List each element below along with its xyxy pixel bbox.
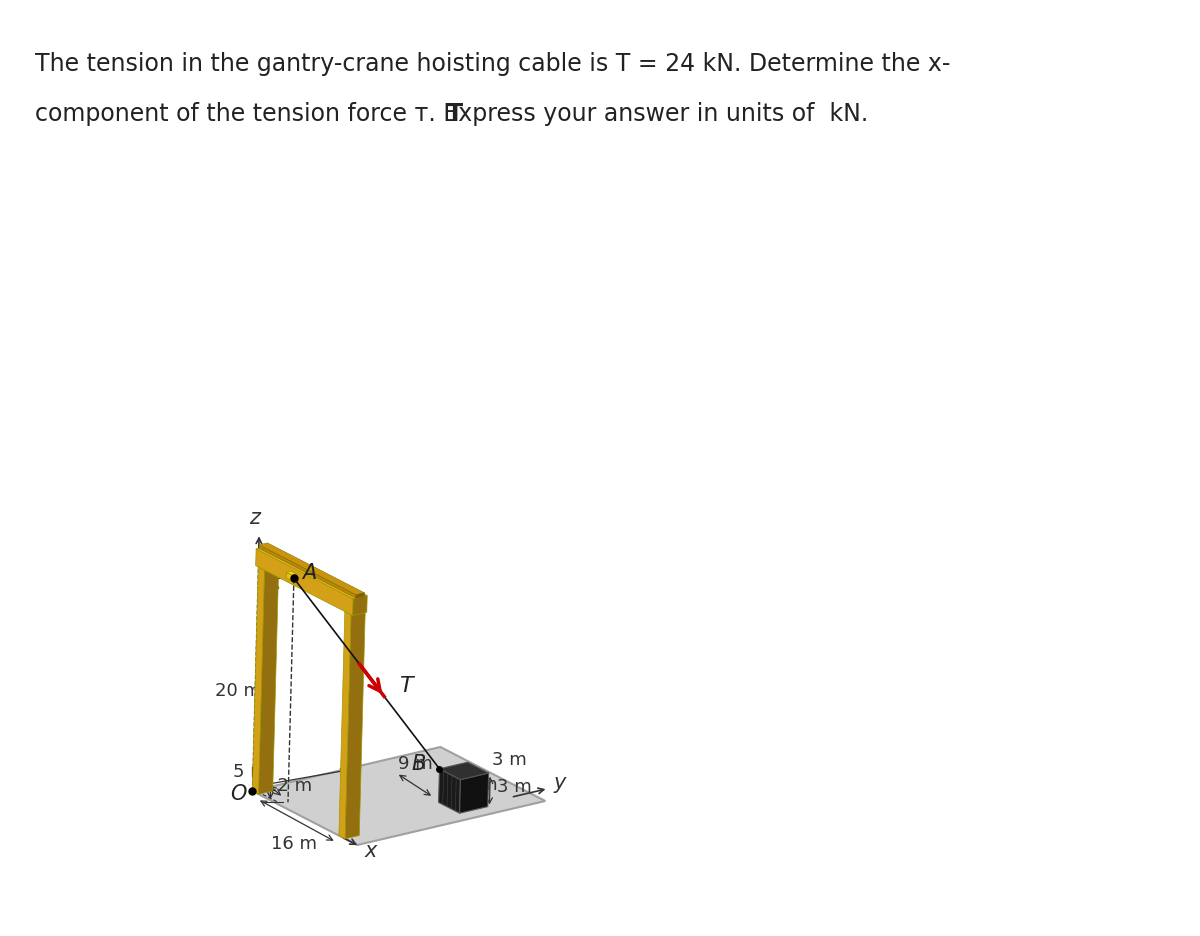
- Polygon shape: [460, 773, 488, 813]
- Polygon shape: [344, 608, 365, 615]
- Text: component of the tension force ᴛ. Express your answer in units of  kN.: component of the tension force ᴛ. Expres…: [35, 102, 868, 125]
- Polygon shape: [252, 747, 545, 845]
- Text: B: B: [412, 753, 426, 773]
- Polygon shape: [353, 596, 367, 616]
- Text: 16 m: 16 m: [271, 834, 317, 852]
- Text: 8 m: 8 m: [463, 775, 498, 793]
- Polygon shape: [438, 769, 461, 813]
- Text: A: A: [302, 563, 316, 583]
- Text: 9 m: 9 m: [397, 754, 432, 772]
- Polygon shape: [287, 572, 296, 576]
- Text: 12 m: 12 m: [266, 776, 312, 794]
- Text: 5 m: 5 m: [233, 762, 268, 780]
- Polygon shape: [292, 575, 296, 581]
- Polygon shape: [256, 549, 353, 616]
- Polygon shape: [258, 564, 278, 571]
- Text: T: T: [448, 102, 463, 125]
- Text: The tension in the gantry-crane hoisting cable is T = 24 kN. Determine the x-: The tension in the gantry-crane hoisting…: [35, 51, 950, 76]
- Text: 3 m: 3 m: [497, 777, 532, 795]
- Polygon shape: [256, 546, 367, 599]
- Text: O: O: [230, 783, 247, 803]
- Polygon shape: [252, 567, 264, 795]
- Text: y: y: [553, 773, 565, 793]
- Polygon shape: [287, 573, 292, 581]
- Polygon shape: [259, 567, 278, 795]
- Text: z: z: [250, 508, 260, 528]
- Polygon shape: [346, 612, 365, 839]
- Polygon shape: [338, 612, 352, 839]
- Text: 20 m: 20 m: [216, 681, 262, 699]
- Text: x: x: [365, 841, 377, 860]
- Polygon shape: [259, 546, 356, 598]
- Polygon shape: [259, 543, 365, 595]
- Polygon shape: [439, 763, 488, 780]
- Text: 3 m: 3 m: [492, 751, 527, 768]
- Text: T: T: [400, 676, 413, 695]
- Polygon shape: [356, 593, 365, 598]
